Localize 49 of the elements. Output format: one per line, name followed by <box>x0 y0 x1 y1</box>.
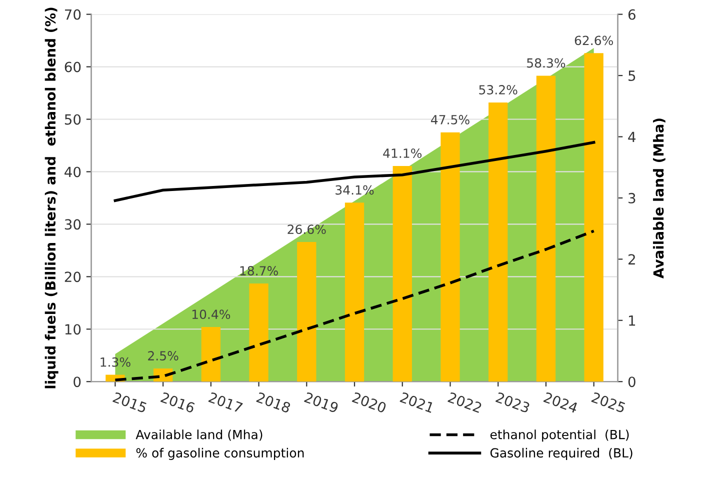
y-tick-label: 60 <box>64 62 81 72</box>
x-tick-label: 2017 <box>208 392 243 414</box>
legend-label: Gasoline required (BL) <box>490 448 632 460</box>
y-tick-label: 40 <box>64 166 81 178</box>
x-tick-label: 2025 <box>591 392 626 414</box>
bar <box>488 102 508 382</box>
legend-label: ethanol potential (BL) <box>490 430 629 442</box>
data-label: 41.1% <box>383 148 422 158</box>
bar <box>536 76 556 382</box>
data-label: 58.3% <box>527 58 566 68</box>
x-tick-label: 2015 <box>112 392 148 414</box>
x-tick-label: 2023 <box>495 392 530 414</box>
data-label: 62.6% <box>574 36 613 46</box>
bar <box>584 53 604 382</box>
y2-tick-label: 3 <box>628 192 636 204</box>
bar <box>297 242 316 382</box>
y-tick-label: 10 <box>65 324 81 335</box>
bar <box>392 166 412 382</box>
data-label: 47.5% <box>430 114 470 124</box>
y2-tick-label: 2 <box>628 254 635 264</box>
y-axis-title: liquid fuels (Billion liters) and ethanol blend (%) <box>44 8 58 388</box>
x-tick-label: 2020 <box>352 392 387 414</box>
y-tick-label: 30 <box>64 219 81 230</box>
bar <box>344 202 364 382</box>
data-label: 53.2% <box>479 85 518 94</box>
y-tick-label: 70 <box>65 9 81 20</box>
bar <box>201 327 220 382</box>
line-series <box>114 140 596 202</box>
y2-tick-label: 5 <box>628 70 636 81</box>
bar <box>440 132 460 382</box>
x-tick-label: 2022 <box>448 392 482 414</box>
legend-label: Available land (Mha) <box>136 430 262 441</box>
y2-axis-title: Available land (Mha) <box>652 118 666 278</box>
y-tick-label: 20 <box>64 272 81 282</box>
x-tick-label: 2016 <box>160 392 196 414</box>
bar <box>249 283 268 382</box>
x-tick-label: 2019 <box>304 392 339 414</box>
y2-tick-label: 6 <box>628 9 636 20</box>
data-label: 10.4% <box>192 310 230 320</box>
legend-label: % of gasoline consumption <box>136 448 304 460</box>
y-tick-label: 50 <box>64 114 81 125</box>
x-tick-label: 2021 <box>400 392 434 414</box>
x-tick-label: 2018 <box>256 392 292 414</box>
y2-tick-label: 4 <box>628 132 636 142</box>
y-tick-label: 0 <box>74 376 81 388</box>
x-tick-label: 2024 <box>543 392 578 414</box>
y2-tick-label: 1 <box>629 316 636 326</box>
y2-tick-label: 0 <box>628 376 636 388</box>
data-label: 2.5% <box>148 351 178 361</box>
